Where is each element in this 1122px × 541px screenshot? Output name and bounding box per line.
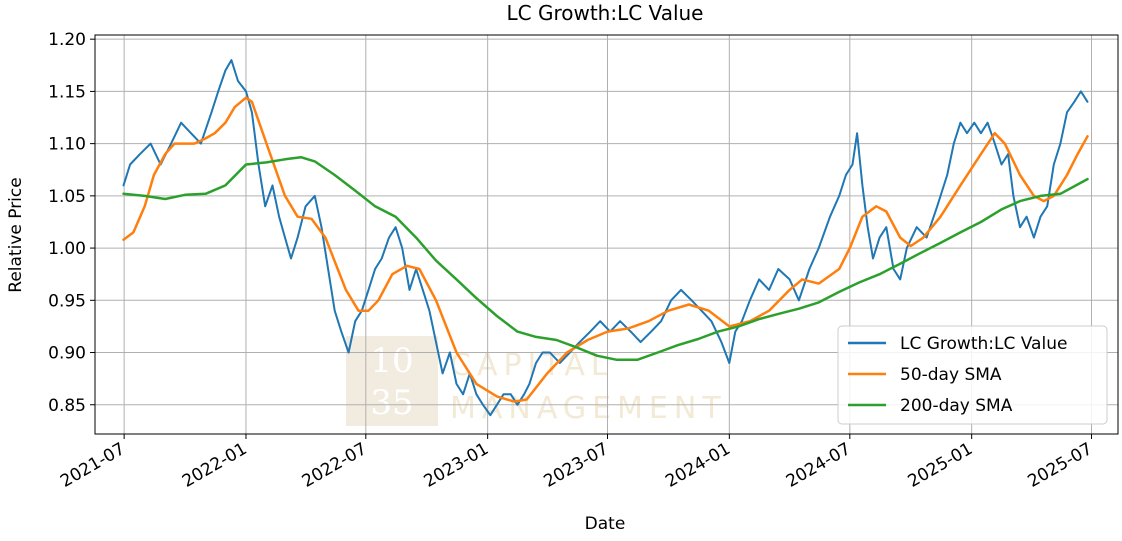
- y-tick-label: 1.05: [48, 187, 86, 207]
- x-axis-title: Date: [585, 514, 626, 534]
- legend-label-50-day-sma: 50-day SMA: [900, 365, 1002, 385]
- series-line-200-day-sma: [122, 155, 1089, 362]
- legend-label-200-day-sma: 200-day SMA: [900, 396, 1013, 416]
- legend-label-lc-growth-lc-value: LC Growth:LC Value: [900, 334, 1067, 354]
- legend: LC Growth:LC Value 50-day SMA 200-day SM…: [837, 325, 1108, 425]
- chart-title: LC Growth:LC Value: [507, 1, 704, 25]
- watermark-logo-box: [346, 336, 438, 426]
- watermark-logo-text: 35: [370, 383, 413, 423]
- y-tick-label: 0.85: [48, 396, 86, 416]
- x-tick-label: 2023-07: [540, 439, 612, 492]
- legend-box: [837, 325, 1108, 425]
- x-tick-label: 2023-01: [421, 439, 493, 492]
- x-tick-label: 2025-01: [905, 439, 977, 492]
- series-line-lc-growth-lc-value: [122, 59, 1089, 417]
- watermark-logo-text: 10: [370, 341, 413, 381]
- y-tick-label: 1.10: [48, 135, 86, 155]
- y-tick-label: 1.15: [48, 82, 86, 102]
- x-tick-label: 2021-07: [57, 439, 129, 492]
- y-tick-label: 0.90: [48, 344, 86, 364]
- y-tick-label: 0.95: [48, 291, 86, 311]
- y-tick-label: 1.00: [48, 239, 86, 259]
- x-tick-label: 2024-07: [783, 439, 855, 492]
- watermark-text: MANAGEMENT: [450, 391, 727, 426]
- series-lines: [122, 59, 1089, 417]
- x-tick-label: 2025-07: [1024, 439, 1096, 492]
- x-tick-label: 2022-07: [299, 439, 371, 492]
- series-line-50-day-sma: [122, 96, 1089, 403]
- y-axis-title: Relative Price: [6, 177, 26, 292]
- watermark-text: CAPITAL: [450, 348, 614, 383]
- y-tick-label: 1.20: [48, 30, 86, 50]
- x-tick-label: 2024-01: [662, 439, 734, 492]
- plot-frame: [94, 34, 1119, 435]
- x-tick-label: 2022-01: [179, 439, 251, 492]
